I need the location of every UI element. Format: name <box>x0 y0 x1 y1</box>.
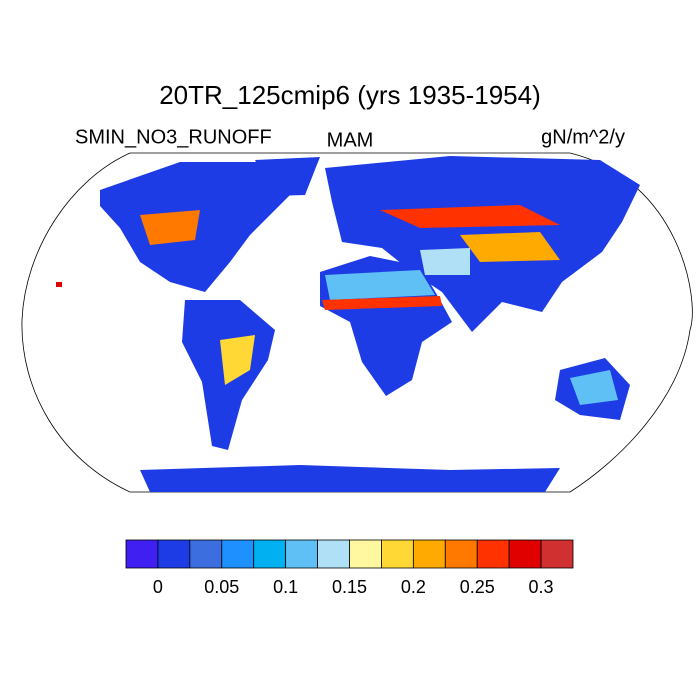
colorbar-label: 0 <box>153 577 163 597</box>
colorbar-box <box>540 539 574 569</box>
colorbar: 0 0.05 0.1 0.15 0.2 0.25 0.3 <box>125 539 574 597</box>
greenland <box>255 157 320 196</box>
colorbar-box <box>444 539 478 569</box>
colorbar-box <box>125 539 159 569</box>
colorbar-box <box>317 539 350 569</box>
colorbar-label: 0.05 <box>204 577 239 597</box>
colorbar-label: 0.25 <box>460 577 495 597</box>
sa-patch <box>220 335 255 385</box>
colorbar-box <box>381 539 414 569</box>
colorbar-box <box>349 539 382 569</box>
arabia-patch <box>420 248 470 275</box>
subtitle-center: MAM <box>327 129 374 151</box>
na-patch <box>140 210 200 245</box>
colorbar-label: 0.3 <box>529 577 554 597</box>
colorbar-box <box>189 539 223 569</box>
colorbar-label: 0.1 <box>273 577 298 597</box>
colorbar-label: 0.2 <box>401 577 426 597</box>
eurasia-band <box>380 205 560 228</box>
title: 20TR_125cmip6 (yrs 1935-1954) <box>159 80 541 110</box>
colorbar-label: 0.15 <box>332 577 367 597</box>
subtitle-right: gN/m^2/y <box>541 126 625 148</box>
antarctica <box>140 465 560 492</box>
sahara-patch <box>325 270 435 300</box>
colorbar-box <box>221 539 255 569</box>
colorbar-box <box>253 539 287 569</box>
subtitle-left: SMIN_NO3_RUNOFF <box>75 126 272 148</box>
sahel-band <box>322 296 442 310</box>
north-america <box>100 162 300 292</box>
colorbar-box <box>508 539 542 569</box>
colorbar-box <box>412 539 446 569</box>
asia-patch <box>460 232 560 262</box>
australia-patch <box>570 370 618 405</box>
field-patches <box>56 205 618 405</box>
hawaii <box>56 282 62 287</box>
colorbar-box <box>476 539 510 569</box>
map <box>21 152 693 493</box>
colorbar-box <box>157 539 191 569</box>
colorbar-box <box>285 539 318 569</box>
